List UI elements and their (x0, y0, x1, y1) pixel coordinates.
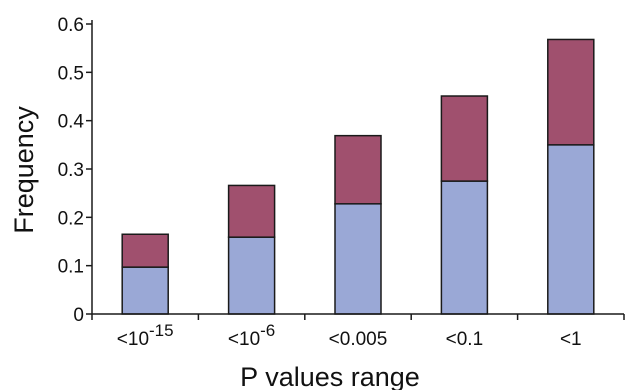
bar-segment-1-cat-1 (121, 266, 169, 315)
y-axis-title: Frequency (9, 106, 39, 234)
y-tick-label-4: 0.4 (58, 112, 85, 133)
y-tick-label-1: 0.1 (58, 257, 84, 278)
bar-segment-2-cat-3 (334, 134, 382, 205)
bar-segment-2-cat-2 (227, 184, 276, 238)
x-axis-title: P values range (240, 362, 420, 390)
bar-segment-2-cat-5 (547, 38, 595, 146)
bar-segment-1-cat-3 (334, 203, 382, 315)
y-tick-label-6: 0.6 (58, 15, 84, 36)
x-tick-label-4: <0.1 (446, 329, 484, 350)
bar-segment-2-cat-1 (121, 233, 169, 268)
ticks-group: 0 0.1 0.2 0.3 0.4 0.5 0.6 <10-15 <10-6 <0.005 <0.1… (58, 15, 625, 350)
bar-segment-1-cat-4 (440, 180, 489, 315)
bar-segment-1-cat-2 (227, 236, 276, 315)
y-tick-label-2: 0.2 (58, 208, 84, 229)
bar-segment-1-cat-5 (547, 144, 595, 315)
y-tick-label-5: 0.5 (58, 63, 84, 84)
y-tick-label-0: 0 (73, 305, 84, 326)
x-tick-label-1: <10-15 (117, 321, 174, 350)
bar-segment-2-cat-4 (440, 95, 489, 182)
x-tick-label-3: <0.005 (329, 329, 388, 350)
bars-group (121, 38, 595, 315)
x-tick-label-2: <10-6 (228, 321, 275, 350)
y-tick-label-3: 0.3 (58, 160, 84, 181)
x-tick-label-5: <1 (560, 329, 582, 350)
